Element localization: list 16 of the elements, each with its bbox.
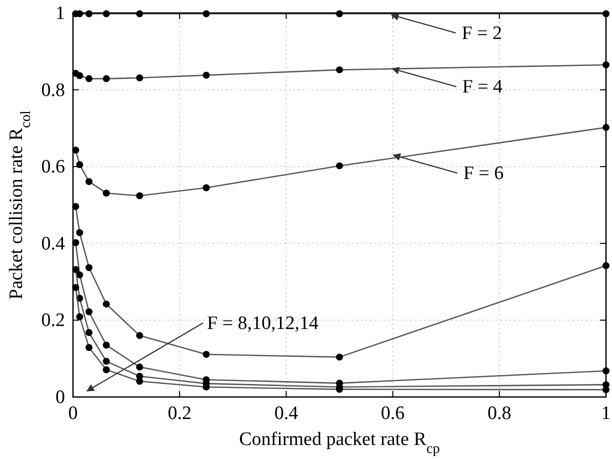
annotation: F = 4: [462, 76, 504, 98]
x-tick-label: 0.4: [274, 403, 299, 424]
y-tick-label: 0.8: [41, 80, 65, 101]
y-tick-label: 0.6: [41, 156, 65, 178]
annotation: F = 2: [462, 22, 502, 44]
x-tick-label: 1: [601, 403, 611, 424]
annotation: F = 8,10,12,14: [207, 313, 320, 334]
annotation: F = 6: [463, 163, 504, 184]
y-tick-label: 0.2: [41, 310, 65, 332]
x-axis-title: Confirmed packet rate R$_{cp}$: [239, 429, 440, 457]
x-tick-label: 0.6: [380, 403, 405, 424]
y-tick-label: 0.4: [41, 233, 66, 254]
y-tick-label: 0: [56, 387, 65, 408]
y-tick-label: 1: [56, 3, 65, 24]
x-tick-label: 0.8: [488, 403, 512, 424]
x-tick-label: 0.2: [168, 403, 192, 424]
